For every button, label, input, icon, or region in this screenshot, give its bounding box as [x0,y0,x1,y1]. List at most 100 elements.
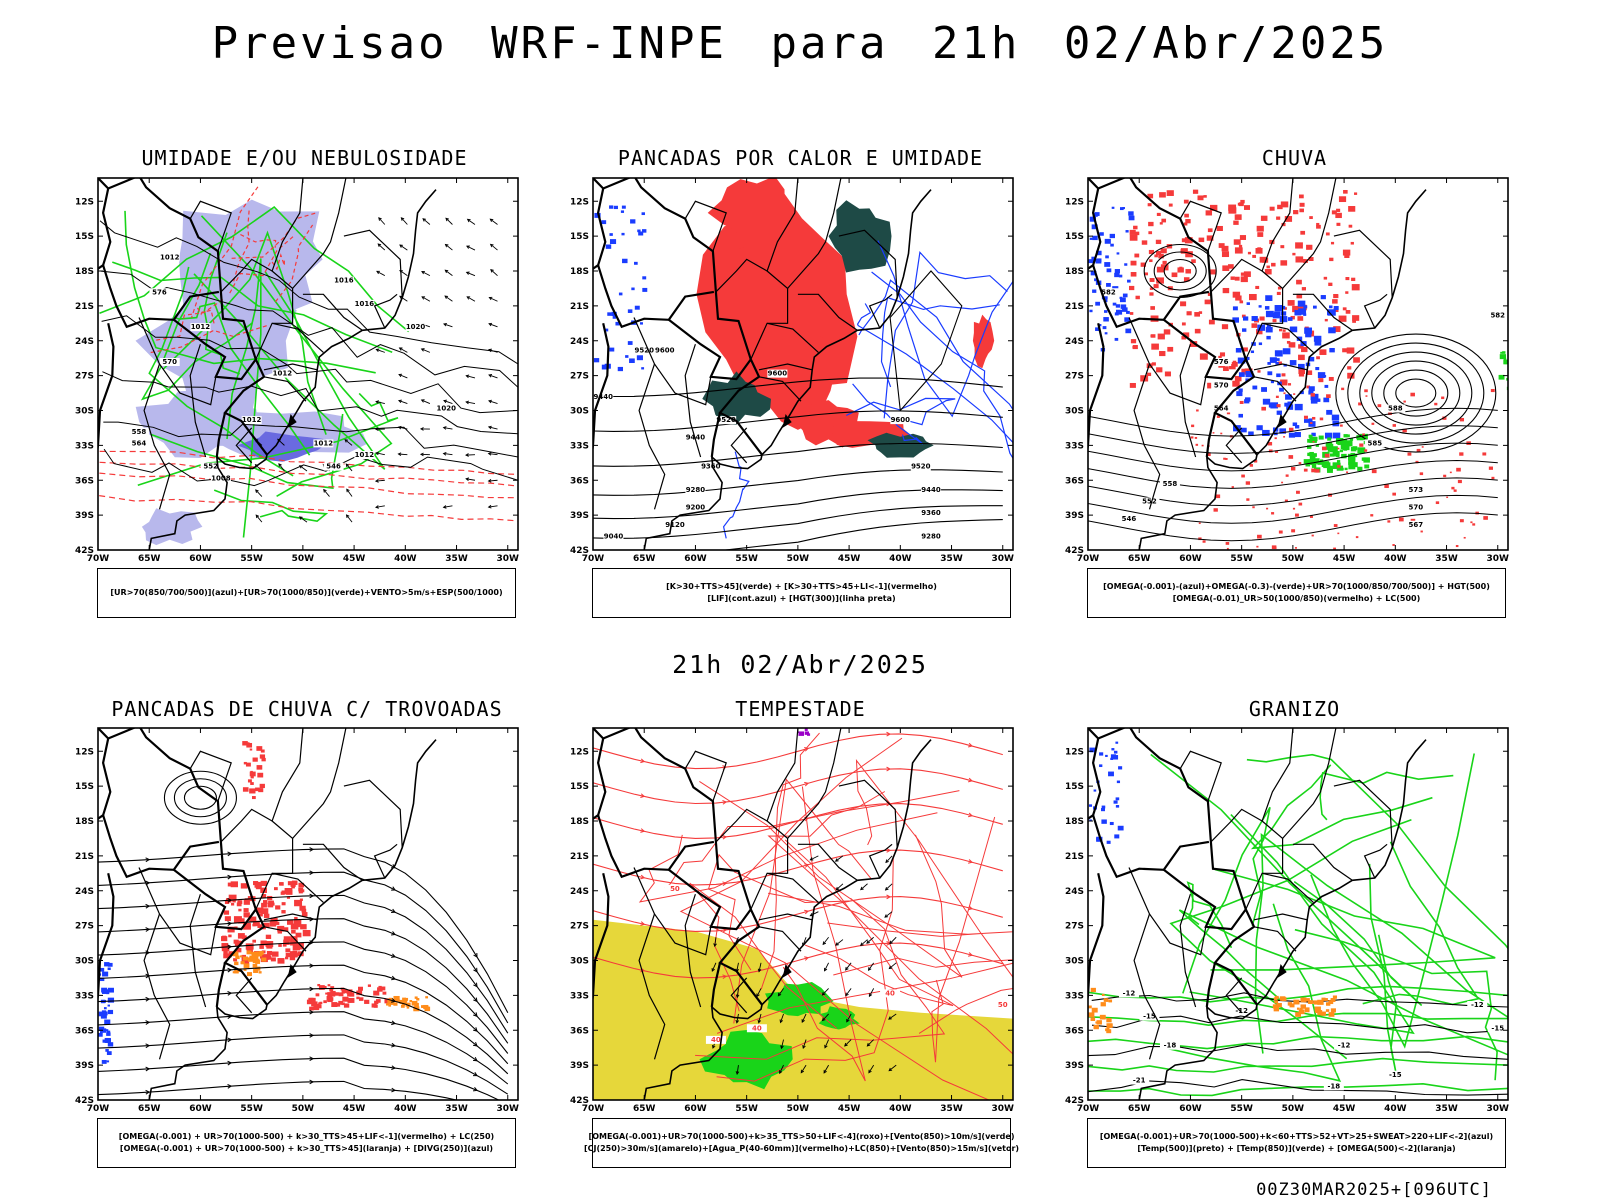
lat-tick-label: 39S [75,1061,94,1071]
map-umidade: 1012 1012 1012 1016 1016 1020 1020 1008 1012 576 5… [75,177,520,562]
lon-tick-label: 40W [1384,554,1407,562]
contour-label: 570 [162,358,177,366]
lon-tick-label: 65W [1128,554,1151,562]
contour-label: -12 [1235,1007,1248,1015]
geography-layer [593,728,932,1100]
contour-label: -18 [1164,1042,1177,1050]
contour-label: 1012 [355,451,375,459]
lat-tick-label: 42S [75,1096,94,1106]
lat-tick-label: 36S [570,476,589,486]
lon-tick-label: 40W [1384,1104,1407,1112]
lon-tick-label: 65W [138,1104,161,1112]
lat-tick-label: 12S [570,747,589,757]
contour-label: 9280 [921,532,941,540]
contour-label: 9280 [686,486,706,494]
contour-label: -15 [1143,1013,1156,1021]
lat-tick-label: 12S [1065,197,1084,207]
lat-tick-label: 24S [75,887,94,897]
legend-pancadas-trovoadas: [OMEGA(-0.001) + UR>70(1000-500) + k>30_… [97,1118,516,1168]
contour-label: 9200 [686,503,706,511]
lon-tick-label: 40W [394,1104,417,1112]
lat-tick-label: 30S [570,407,589,417]
contour-label: 9600 [891,416,911,424]
legend-chuva: [OMEGA(-0.001)-(azul)+OMEGA(-0.3)-(verde… [1087,568,1506,618]
legend-line: [Temp(500)](preto) + [Temp(850)](verde) … [1137,1144,1456,1153]
lon-tick-label: 55W [1230,554,1253,562]
lat-tick-label: 15S [570,232,589,242]
lon-tick-label: 40W [889,1104,912,1112]
contour-label: -21 [1133,1077,1146,1085]
lat-tick-label: 21S [1065,852,1084,862]
lat-tick-label: 39S [1065,511,1084,521]
contour-label: 564 [1214,405,1229,413]
legend-line: [LIF](cont.azul) + [HGT(300)](linha pret… [707,594,896,603]
contour-label: 1020 [437,405,457,413]
lat-tick-label: 39S [570,511,589,521]
lon-tick-label: 45W [838,554,861,562]
lat-tick-label: 30S [1065,407,1084,417]
legend-line: [CJ(250)>30m/s](amarelo)+[Agua_P(40-60mm… [583,1144,1020,1153]
contour-label: 50 [998,1001,1008,1009]
contour-label: 552 [1142,498,1157,506]
lon-tick-label: 45W [1333,1104,1356,1112]
contour-label: 9120 [665,521,685,529]
contour-label: 1020 [406,323,426,331]
contour-label: -15 [1491,1024,1504,1032]
lat-tick-label: 33S [1065,991,1084,1001]
lat-tick-label: 21S [1065,302,1084,312]
lon-tick-label: 45W [838,1104,861,1112]
legend-line: [K>30+TTS>45](verde) + [K>30+TTS>45+LI<-… [666,582,937,591]
geography-layer [1088,728,1427,1100]
geography-layer [1088,178,1427,550]
lon-tick-label: 60W [1179,554,1202,562]
lon-tick-label: 50W [787,554,810,562]
lon-tick-label: 70W [582,554,605,562]
lon-tick-label: 60W [684,554,707,562]
lat-tick-label: 33S [570,441,589,451]
lat-tick-label: 33S [570,991,589,1001]
lat-tick-label: 12S [75,197,94,207]
lon-tick-label: 60W [684,1104,707,1112]
contour-label: 1012 [160,253,180,261]
contour-label: 1012 [242,416,262,424]
lon-tick-label: 55W [735,1104,758,1112]
panel-title-tempestade: TEMPESTADE [735,697,866,721]
contour-label: 582 [1490,312,1505,320]
lat-tick-label: 21S [75,852,94,862]
lon-tick-label: 35W [445,554,468,562]
legend-line: [OMEGA(-0.001)-(azul)+OMEGA(-0.3)-(verde… [1103,582,1490,591]
lat-tick-label: 33S [1065,441,1084,451]
legend-granizo: [OMEGA(-0.001)+UR>70(1000-500)+k<60+TTS>… [1087,1118,1506,1168]
lon-tick-label: 65W [138,554,161,562]
map-chuva: 5825765705645585525465735705675825855881… [1065,177,1509,562]
lon-tick-label: 30W [497,554,520,562]
contour-label: 1008 [211,474,231,482]
contour-label: 9600 [768,370,788,378]
contour-label: 558 [132,428,147,436]
lon-tick-label: 40W [889,554,912,562]
lat-tick-label: 39S [1065,1061,1084,1071]
lat-tick-label: 36S [75,1026,94,1036]
lon-tick-label: 50W [1282,554,1305,562]
lat-tick-label: 15S [1065,782,1084,792]
lon-tick-label: 45W [343,1104,366,1112]
lon-tick-label: 45W [343,554,366,562]
panel-title-pancadas-calor: PANCADAS POR CALOR E UMIDADE [617,146,984,170]
map-pancadas-calor: 9520 960094409600952094409360928092009120… [570,177,1015,562]
panel-title-pancadas-trovoadas: PANCADAS DE CHUVA C/ TROVOADAS [111,697,503,721]
map-granizo: -12 -15 -18 -21 -12 -12 -15 -12 -15 -18 12S 15S 18S 2… [1065,727,1509,1112]
lon-tick-label: 55W [240,1104,263,1112]
contour-label: -12 [1471,1001,1484,1009]
lon-tick-label: 30W [992,1104,1015,1112]
lon-tick-label: 30W [992,554,1015,562]
lat-tick-label: 30S [75,957,94,967]
contour-label: 40 [885,989,895,997]
contour-label: -18 [1328,1082,1341,1090]
lat-tick-label: 15S [1065,232,1084,242]
lat-tick-label: 15S [75,232,94,242]
contour-label: 564 [132,439,147,447]
contour-label: 9360 [921,509,941,517]
lat-tick-label: 18S [1065,267,1084,277]
